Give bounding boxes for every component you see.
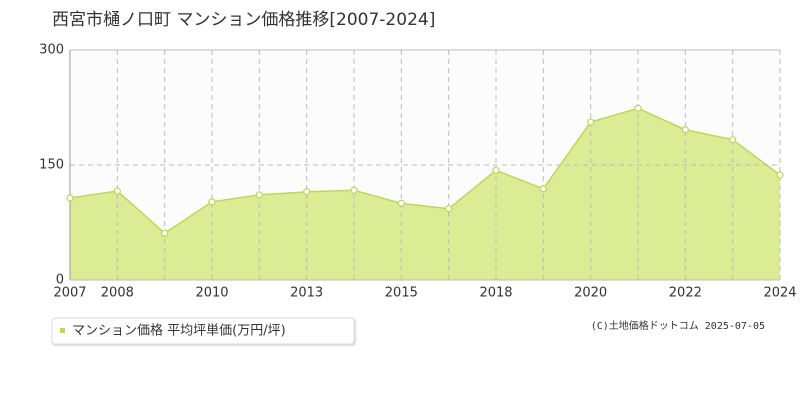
point: [539, 185, 547, 193]
point: [492, 166, 500, 174]
chart-title: 西宮市樋ノ口町 マンション価格推移[2007-2024]: [52, 10, 435, 30]
point: [776, 171, 784, 179]
line: [69, 107, 781, 235]
x-tick-label: 2007: [53, 286, 86, 301]
legend-label: マンション価格 平均坪単価(万円/坪): [72, 323, 286, 339]
point: [587, 118, 595, 126]
x-tick-label: 2024: [763, 286, 796, 301]
x-tick-label: 2020: [574, 286, 607, 301]
x-tick-label: 2022: [669, 286, 702, 301]
point: [161, 229, 169, 237]
x-tick-label: 2018: [479, 286, 512, 301]
legend: マンション価格 平均坪単価(万円/坪): [51, 317, 355, 345]
point: [397, 199, 405, 207]
point: [208, 198, 216, 206]
point: [113, 187, 121, 195]
x-tick-label: 2013: [290, 286, 323, 301]
credit: (C)土地価格ドットコム 2025-07-05: [591, 319, 765, 332]
area: [70, 108, 780, 281]
y-tick-label: 300: [39, 43, 64, 58]
point: [303, 188, 311, 196]
point: [681, 126, 689, 134]
y-tick-label: 0: [56, 273, 64, 288]
y-tick-label: 150: [39, 158, 64, 173]
legend-box: [51, 317, 355, 345]
legend-swatch: [60, 328, 65, 333]
point: [350, 186, 358, 194]
point: [66, 194, 74, 202]
x-tick-label: 2008: [101, 286, 134, 301]
point: [255, 191, 263, 199]
point: [729, 136, 737, 144]
x-tick-label: 2015: [385, 286, 418, 301]
point: [445, 205, 453, 213]
x-tick-label: 2010: [195, 286, 228, 301]
point: [634, 104, 642, 112]
